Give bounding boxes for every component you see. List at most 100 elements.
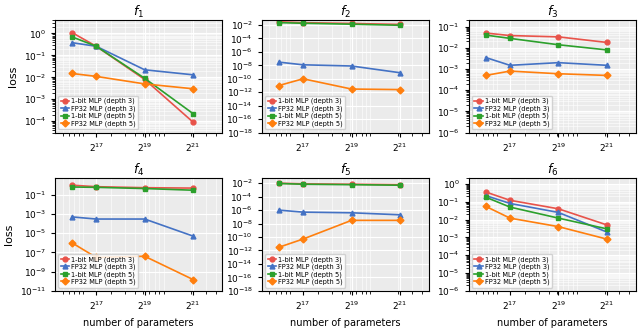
1-bit MLP (depth 5)	[482, 195, 490, 199]
Line: FP32 MLP (depth 3): FP32 MLP (depth 3)	[483, 55, 609, 68]
Line: 1-bit MLP (depth 3): 1-bit MLP (depth 3)	[70, 183, 196, 191]
1-bit MLP (depth 3)	[348, 182, 355, 186]
Line: 1-bit MLP (depth 5): 1-bit MLP (depth 5)	[70, 185, 196, 193]
Line: FP32 MLP (depth 5): FP32 MLP (depth 5)	[70, 240, 196, 282]
FP32 MLP (depth 3)	[603, 230, 611, 234]
1-bit MLP (depth 5)	[92, 44, 100, 48]
FP32 MLP (depth 3)	[189, 73, 197, 77]
FP32 MLP (depth 3)	[396, 71, 404, 75]
1-bit MLP (depth 3)	[300, 182, 307, 186]
1-bit MLP (depth 5)	[68, 35, 76, 39]
FP32 MLP (depth 3)	[603, 63, 611, 67]
1-bit MLP (depth 5)	[506, 205, 514, 209]
FP32 MLP (depth 3)	[300, 210, 307, 214]
Line: 1-bit MLP (depth 3): 1-bit MLP (depth 3)	[276, 181, 403, 187]
FP32 MLP (depth 3)	[396, 213, 404, 217]
FP32 MLP (depth 3)	[68, 215, 76, 219]
Y-axis label: loss: loss	[8, 66, 18, 87]
1-bit MLP (depth 3)	[68, 31, 76, 35]
1-bit MLP (depth 5)	[396, 183, 404, 187]
FP32 MLP (depth 5)	[300, 77, 307, 81]
FP32 MLP (depth 3)	[275, 60, 283, 64]
FP32 MLP (depth 3)	[141, 68, 148, 72]
1-bit MLP (depth 3)	[603, 223, 611, 227]
FP32 MLP (depth 5)	[92, 74, 100, 78]
1-bit MLP (depth 5)	[189, 188, 197, 192]
Line: FP32 MLP (depth 5): FP32 MLP (depth 5)	[483, 204, 609, 241]
1-bit MLP (depth 3)	[92, 44, 100, 48]
1-bit MLP (depth 3)	[68, 183, 76, 187]
1-bit MLP (depth 5)	[506, 37, 514, 41]
FP32 MLP (depth 5)	[506, 216, 514, 220]
Line: 1-bit MLP (depth 5): 1-bit MLP (depth 5)	[276, 181, 403, 188]
1-bit MLP (depth 5)	[300, 182, 307, 186]
FP32 MLP (depth 5)	[554, 72, 562, 76]
1-bit MLP (depth 5)	[603, 227, 611, 231]
FP32 MLP (depth 3)	[275, 208, 283, 212]
Line: 1-bit MLP (depth 3): 1-bit MLP (depth 3)	[483, 31, 609, 45]
Line: 1-bit MLP (depth 3): 1-bit MLP (depth 3)	[483, 190, 609, 227]
1-bit MLP (depth 5)	[68, 185, 76, 189]
1-bit MLP (depth 3)	[506, 34, 514, 38]
1-bit MLP (depth 5)	[189, 112, 197, 116]
1-bit MLP (depth 3)	[189, 186, 197, 190]
1-bit MLP (depth 3)	[554, 35, 562, 39]
X-axis label: number of parameters: number of parameters	[497, 318, 607, 328]
1-bit MLP (depth 3)	[300, 21, 307, 25]
FP32 MLP (depth 5)	[189, 278, 197, 282]
FP32 MLP (depth 5)	[603, 73, 611, 77]
1-bit MLP (depth 3)	[396, 23, 404, 27]
FP32 MLP (depth 5)	[189, 87, 197, 91]
Legend: 1-bit MLP (depth 3), FP32 MLP (depth 3), 1-bit MLP (depth 5), FP32 MLP (depth 5): 1-bit MLP (depth 3), FP32 MLP (depth 3),…	[265, 96, 346, 129]
1-bit MLP (depth 5)	[92, 185, 100, 189]
Legend: 1-bit MLP (depth 3), FP32 MLP (depth 3), 1-bit MLP (depth 5), FP32 MLP (depth 5): 1-bit MLP (depth 3), FP32 MLP (depth 3),…	[58, 254, 138, 288]
X-axis label: number of parameters: number of parameters	[290, 318, 401, 328]
1-bit MLP (depth 5)	[348, 22, 355, 26]
FP32 MLP (depth 3)	[348, 64, 355, 68]
Title: $f_4$: $f_4$	[133, 162, 144, 179]
Line: 1-bit MLP (depth 5): 1-bit MLP (depth 5)	[276, 20, 403, 28]
Line: FP32 MLP (depth 5): FP32 MLP (depth 5)	[483, 69, 609, 78]
FP32 MLP (depth 5)	[275, 245, 283, 249]
FP32 MLP (depth 5)	[141, 254, 148, 258]
FP32 MLP (depth 3)	[92, 217, 100, 221]
Line: 1-bit MLP (depth 5): 1-bit MLP (depth 5)	[483, 33, 609, 52]
Title: $f_2$: $f_2$	[340, 4, 351, 20]
1-bit MLP (depth 3)	[275, 181, 283, 185]
1-bit MLP (depth 3)	[275, 20, 283, 24]
1-bit MLP (depth 5)	[141, 76, 148, 80]
FP32 MLP (depth 3)	[348, 211, 355, 215]
Y-axis label: loss: loss	[4, 224, 14, 245]
FP32 MLP (depth 5)	[141, 82, 148, 86]
Line: FP32 MLP (depth 5): FP32 MLP (depth 5)	[276, 218, 403, 250]
FP32 MLP (depth 3)	[189, 234, 197, 238]
1-bit MLP (depth 3)	[141, 186, 148, 190]
1-bit MLP (depth 5)	[396, 23, 404, 27]
FP32 MLP (depth 5)	[603, 237, 611, 241]
1-bit MLP (depth 5)	[603, 48, 611, 52]
Legend: 1-bit MLP (depth 3), FP32 MLP (depth 3), 1-bit MLP (depth 5), FP32 MLP (depth 5): 1-bit MLP (depth 3), FP32 MLP (depth 3),…	[58, 96, 138, 129]
1-bit MLP (depth 5)	[275, 21, 283, 25]
1-bit MLP (depth 3)	[141, 77, 148, 81]
FP32 MLP (depth 3)	[482, 55, 490, 59]
Line: FP32 MLP (depth 3): FP32 MLP (depth 3)	[276, 60, 403, 75]
FP32 MLP (depth 5)	[275, 84, 283, 88]
1-bit MLP (depth 3)	[348, 22, 355, 26]
FP32 MLP (depth 3)	[482, 194, 490, 198]
1-bit MLP (depth 3)	[506, 198, 514, 202]
Line: FP32 MLP (depth 3): FP32 MLP (depth 3)	[483, 193, 609, 234]
Line: FP32 MLP (depth 5): FP32 MLP (depth 5)	[70, 71, 196, 91]
1-bit MLP (depth 5)	[554, 216, 562, 220]
1-bit MLP (depth 5)	[300, 21, 307, 25]
X-axis label: number of parameters: number of parameters	[83, 318, 194, 328]
FP32 MLP (depth 5)	[396, 218, 404, 222]
1-bit MLP (depth 5)	[348, 183, 355, 187]
Line: FP32 MLP (depth 3): FP32 MLP (depth 3)	[276, 208, 403, 217]
Legend: 1-bit MLP (depth 3), FP32 MLP (depth 3), 1-bit MLP (depth 5), FP32 MLP (depth 5): 1-bit MLP (depth 3), FP32 MLP (depth 3),…	[472, 96, 552, 129]
FP32 MLP (depth 5)	[348, 87, 355, 91]
Legend: 1-bit MLP (depth 3), FP32 MLP (depth 3), 1-bit MLP (depth 5), FP32 MLP (depth 5): 1-bit MLP (depth 3), FP32 MLP (depth 3),…	[472, 254, 552, 288]
1-bit MLP (depth 5)	[275, 182, 283, 186]
Title: $f_6$: $f_6$	[547, 162, 558, 179]
Line: FP32 MLP (depth 3): FP32 MLP (depth 3)	[70, 40, 196, 77]
FP32 MLP (depth 3)	[506, 202, 514, 206]
